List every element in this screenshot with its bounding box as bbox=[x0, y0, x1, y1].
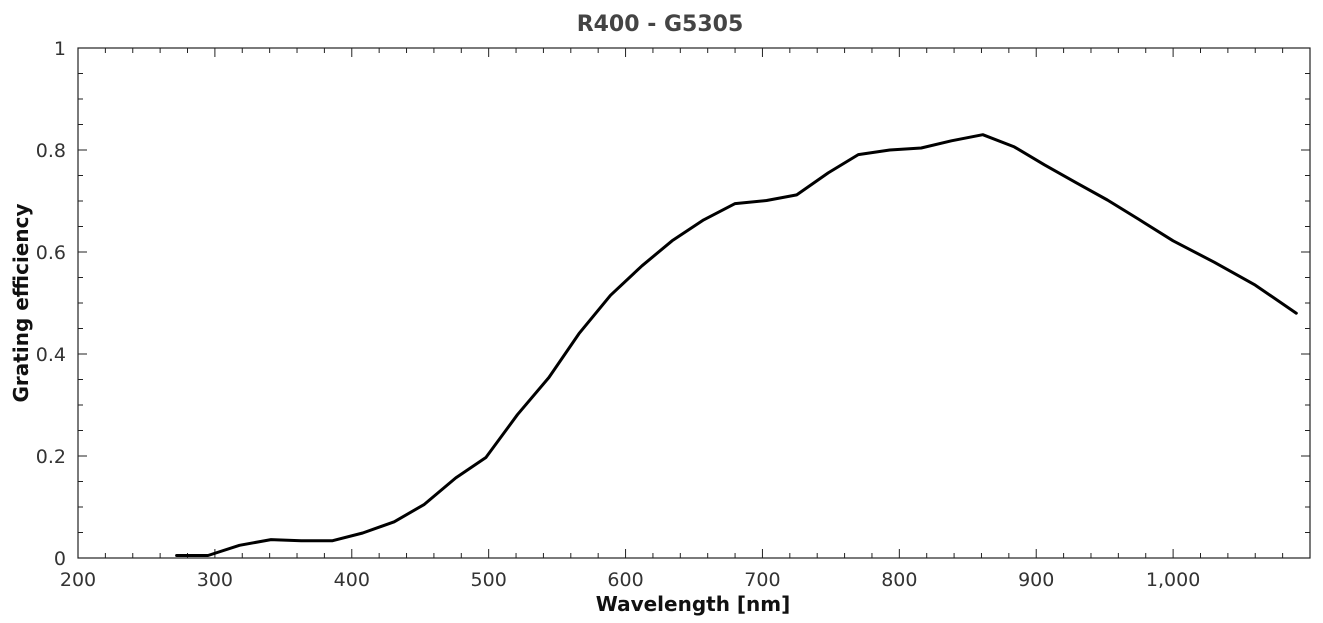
y-tick-labels: 0 0.2 0.4 0.6 0.8 1 bbox=[36, 38, 66, 570]
series-line bbox=[175, 133, 1298, 557]
x-tick-label: 200 bbox=[60, 569, 96, 591]
y-tick-label: 0.2 bbox=[36, 446, 66, 468]
x-tick-label: 1,000 bbox=[1146, 569, 1200, 591]
x-tick-label: 500 bbox=[471, 569, 507, 591]
x-axis-label: Wavelength [nm] bbox=[596, 592, 791, 616]
x-tick-labels: 200 300 400 500 600 700 800 900 1,000 bbox=[60, 569, 1200, 591]
x-tick-label: 900 bbox=[1018, 569, 1054, 591]
y-tick-label: 0.8 bbox=[36, 140, 66, 162]
plot-frame bbox=[77, 47, 1311, 559]
y-tick-label: 0.6 bbox=[36, 242, 66, 264]
y-tick-label: 0.4 bbox=[36, 344, 66, 366]
x-tick-label: 400 bbox=[334, 569, 370, 591]
minor-ticks bbox=[78, 48, 1310, 558]
major-ticks bbox=[77, 47, 1310, 559]
chart-title: R400 - G5305 bbox=[577, 12, 744, 37]
y-axis-label: Grating efficiency bbox=[9, 204, 33, 403]
y-tick-label: 0 bbox=[54, 548, 66, 570]
x-tick-label: 300 bbox=[197, 569, 233, 591]
y-tick-label: 1 bbox=[54, 38, 66, 60]
x-tick-label: 600 bbox=[607, 569, 643, 591]
x-tick-label: 800 bbox=[881, 569, 917, 591]
x-tick-label: 700 bbox=[744, 569, 780, 591]
